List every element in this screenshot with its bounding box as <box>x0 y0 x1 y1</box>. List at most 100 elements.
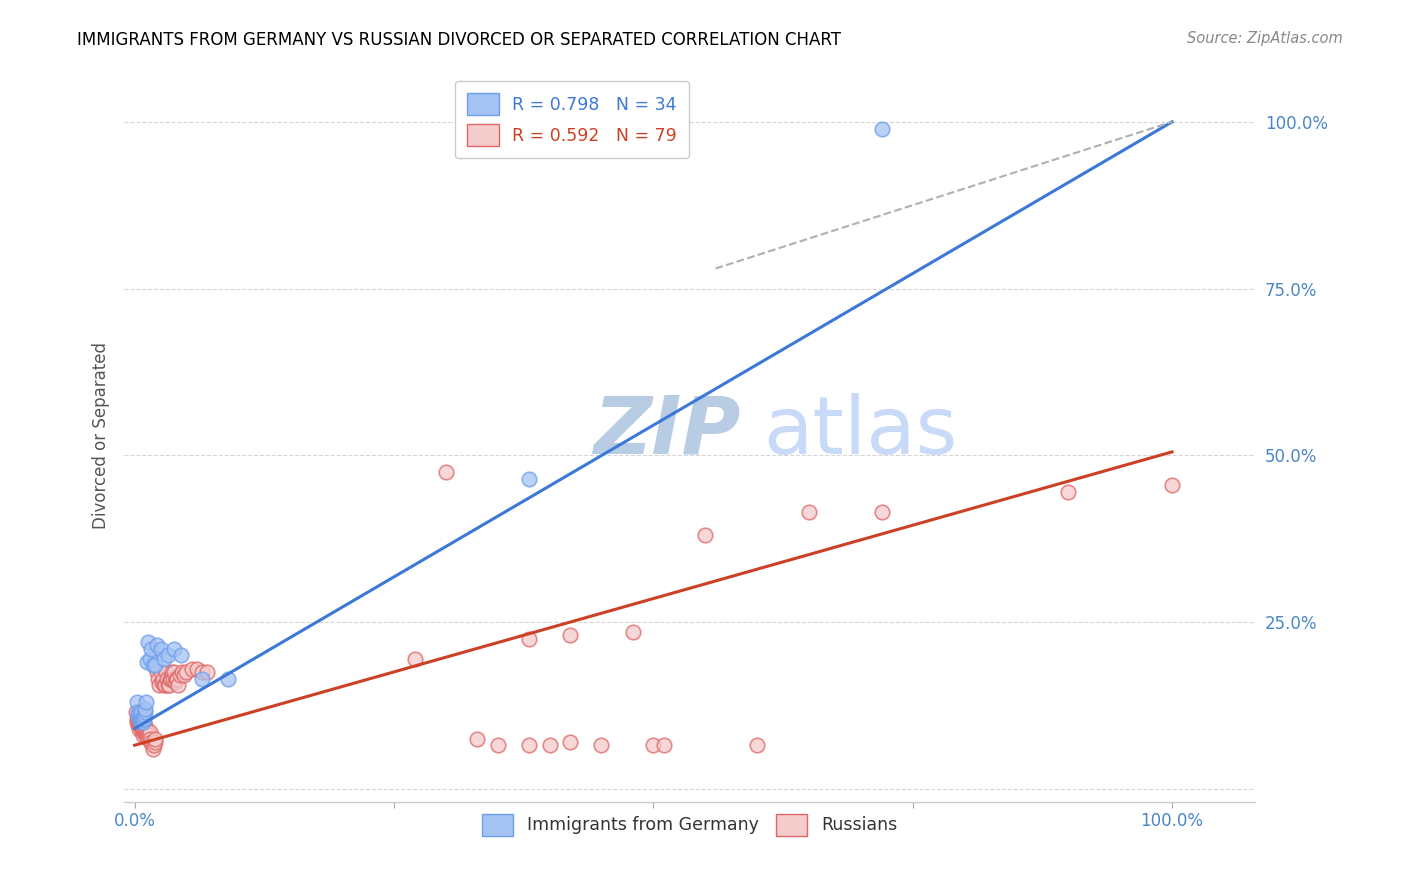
Point <box>621 624 644 639</box>
Point <box>141 738 163 752</box>
Point <box>163 641 186 656</box>
Point <box>143 658 166 673</box>
Y-axis label: Divorced or Separated: Divorced or Separated <box>93 342 110 529</box>
Point <box>129 708 152 723</box>
Point <box>142 658 165 673</box>
Point <box>128 712 150 726</box>
Point <box>132 722 155 736</box>
Point <box>135 728 157 742</box>
Point <box>180 662 202 676</box>
Point <box>560 628 582 642</box>
Point <box>695 528 717 542</box>
Point <box>125 712 148 726</box>
Point <box>152 678 174 692</box>
Point <box>143 738 166 752</box>
Point <box>149 641 172 656</box>
Point <box>132 725 155 739</box>
Point <box>170 648 193 663</box>
Point <box>139 651 162 665</box>
Point <box>125 695 148 709</box>
Point <box>136 655 159 669</box>
Point <box>141 641 163 656</box>
Text: IMMIGRANTS FROM GERMANY VS RUSSIAN DIVORCED OR SEPARATED CORRELATION CHART: IMMIGRANTS FROM GERMANY VS RUSSIAN DIVOR… <box>77 31 841 49</box>
Point <box>162 672 184 686</box>
Point <box>560 735 582 749</box>
Point <box>186 662 208 676</box>
Point <box>136 635 159 649</box>
Text: Source: ZipAtlas.com: Source: ZipAtlas.com <box>1187 31 1343 46</box>
Point <box>127 705 149 719</box>
Point <box>163 665 186 679</box>
Point <box>643 738 665 752</box>
Point <box>870 505 893 519</box>
Point <box>152 651 174 665</box>
Point <box>142 741 165 756</box>
Point <box>538 738 561 752</box>
Text: atlas: atlas <box>763 392 957 471</box>
Point <box>191 665 214 679</box>
Point <box>136 725 159 739</box>
Point <box>129 714 152 729</box>
Point <box>128 718 150 732</box>
Point <box>128 709 150 723</box>
Point <box>135 695 157 709</box>
Point <box>146 638 169 652</box>
Point <box>157 678 180 692</box>
Point <box>138 728 160 742</box>
Point <box>156 678 179 692</box>
Point <box>136 731 159 746</box>
Point <box>131 725 153 739</box>
Point <box>160 665 183 679</box>
Point <box>129 718 152 732</box>
Point <box>143 731 166 746</box>
Point <box>434 465 457 479</box>
Point <box>169 668 191 682</box>
Point <box>132 708 155 723</box>
Text: ZIP: ZIP <box>593 392 741 471</box>
Legend: Immigrants from Germany, Russians: Immigrants from Germany, Russians <box>472 805 907 845</box>
Point <box>745 738 768 752</box>
Point <box>486 738 509 752</box>
Point <box>134 718 156 732</box>
Point <box>135 722 157 736</box>
Point <box>153 678 176 692</box>
Point <box>150 674 173 689</box>
Point <box>132 712 155 726</box>
Point <box>136 725 159 739</box>
Point <box>517 472 540 486</box>
Point <box>125 714 148 729</box>
Point <box>141 735 163 749</box>
Point <box>165 674 187 689</box>
Point <box>134 705 156 719</box>
Point <box>191 672 214 686</box>
Point <box>132 722 155 736</box>
Point <box>134 701 156 715</box>
Point <box>127 712 149 726</box>
Point <box>160 672 183 686</box>
Point <box>165 672 187 686</box>
Point <box>652 738 675 752</box>
Point <box>131 714 153 729</box>
Point <box>148 678 170 692</box>
Point <box>139 725 162 739</box>
Point <box>139 731 162 746</box>
Point <box>132 712 155 726</box>
Point <box>173 668 195 682</box>
Point <box>131 722 153 736</box>
Point <box>517 632 540 646</box>
Point <box>143 735 166 749</box>
Point <box>155 665 177 679</box>
Point <box>517 738 540 752</box>
Point <box>128 712 150 726</box>
Point <box>149 665 172 679</box>
Point <box>127 718 149 732</box>
Point <box>166 672 188 686</box>
Point <box>172 665 194 679</box>
Point <box>404 651 426 665</box>
Point <box>132 714 155 729</box>
Point <box>870 121 893 136</box>
Point <box>797 505 820 519</box>
Point <box>136 728 159 742</box>
Point <box>148 672 170 686</box>
Point <box>156 672 179 686</box>
